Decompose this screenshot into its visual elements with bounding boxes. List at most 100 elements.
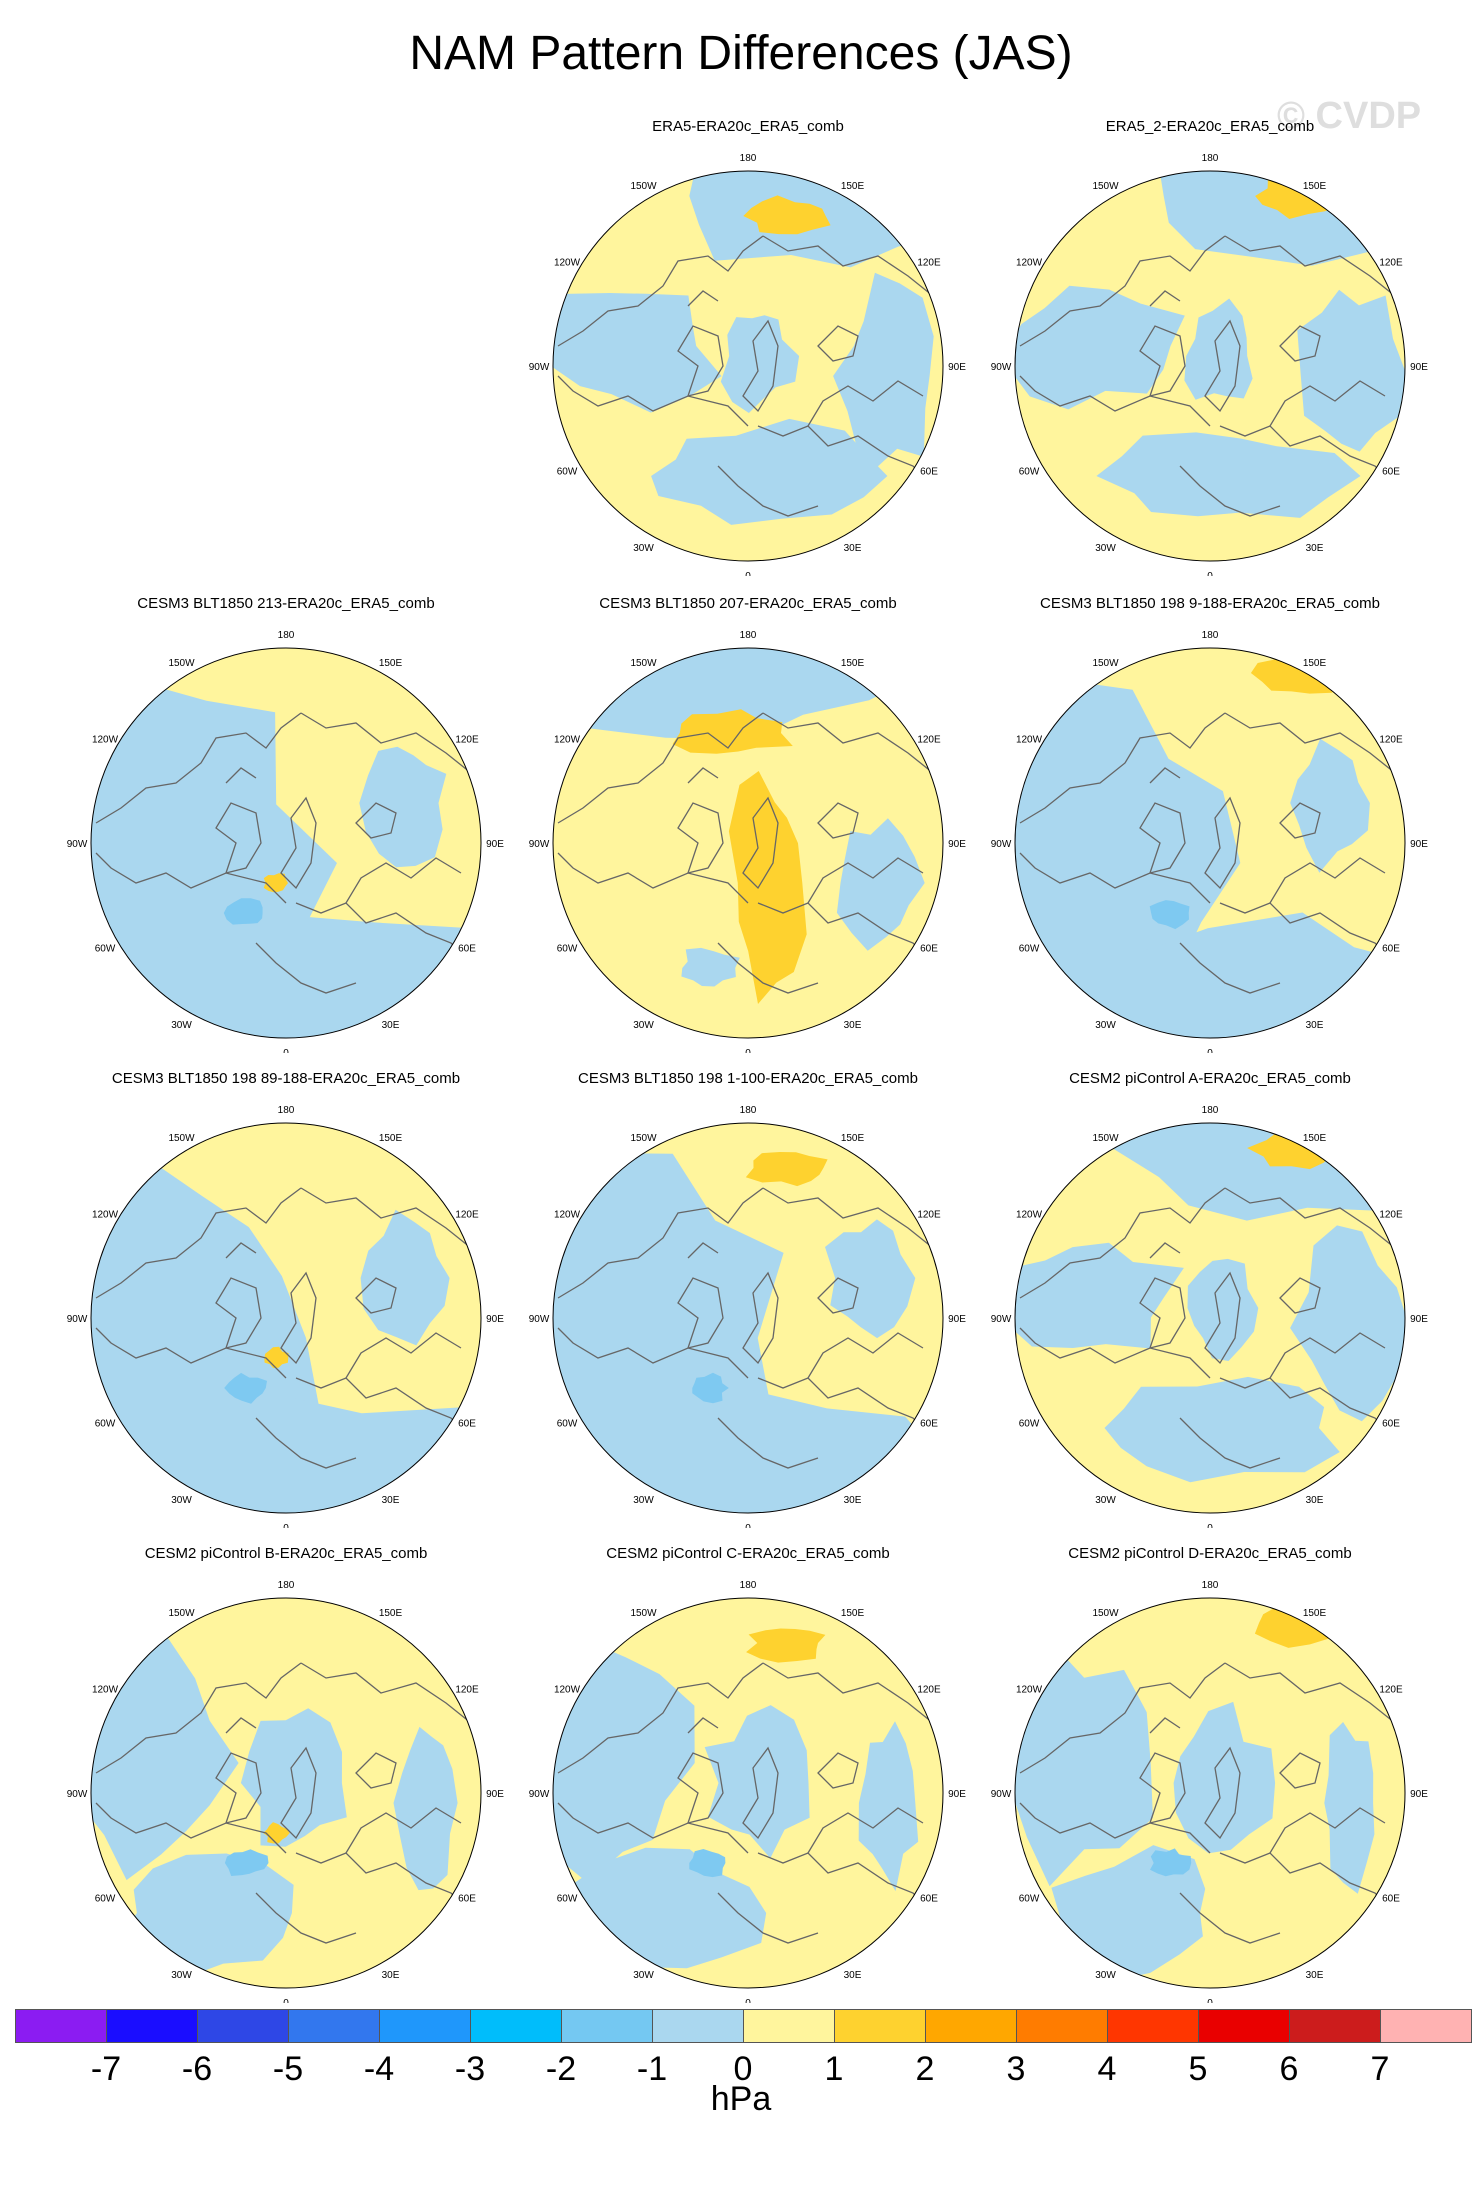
colorbar-tick-label: 4 [1097,2050,1117,2088]
longitude-label: 60E [1382,467,1400,478]
polar-map: 180 150E 120E 90E 60E 30E 0 30W 60W 90W 120W 150W [67,1580,505,2003]
longitude-label: 0 [283,1048,289,1053]
panel-title: CESM3 BLT1850 198 89-188-ERA20c_ERA5_com… [111,1070,461,1087]
longitude-label: 60E [458,1419,476,1430]
map-panel: CESM2 piControl B-ERA20c_ERA5_comb 180 150… [66,1545,506,2005]
colorbar-swatch [925,2009,1017,2043]
longitude-label: 150W [168,1608,195,1619]
map-panel: CESM2 piControl A-ERA20c_ERA5_comb 180 150… [990,1070,1430,1530]
longitude-label: 180 [278,1105,295,1116]
longitude-label: 60W [95,1894,116,1905]
panel-title: CESM2 piControl C-ERA20c_ERA5_comb [606,1545,890,1562]
polar-map: 180 150E 120E 90E 60E 30E 0 30W 60W 90W 120W 150W [991,1105,1429,1528]
longitude-label: 180 [740,1580,757,1591]
longitude-label: 150E [379,1608,403,1619]
map-panel: ERA5-ERA20c_ERA5_comb 180 150E 120E 90E 60E 30… [528,118,968,578]
map-panel: CESM3 BLT1850 198 9-188-ERA20c_ERA5_comb… [990,595,1430,1055]
longitude-label: 90W [991,1789,1012,1800]
longitude-label: 60W [95,1419,116,1430]
longitude-label: 150E [379,1133,403,1144]
longitude-label: 0 [1207,1048,1213,1053]
colorbar-swatch [1380,2009,1472,2043]
longitude-label: 180 [278,1580,295,1591]
map-panel: CESM3 BLT1850 207-ERA20c_ERA5_comb 180 150… [528,595,968,1055]
longitude-label: 90W [67,839,88,850]
longitude-label: 180 [740,153,757,164]
longitude-label: 60E [1382,1419,1400,1430]
colorbar-tick-label: -5 [272,2050,304,2088]
polar-map: 180 150E 120E 90E 60E 30E 0 30W 60W 90W 120W 150W [991,630,1429,1053]
longitude-label: 150W [1092,181,1119,192]
colorbar-tick-label: -1 [636,2050,668,2088]
polar-map: 180 150E 120E 90E 60E 30E 0 30W 60W 90W 120W 150W [529,1580,967,2003]
longitude-label: 60E [1382,944,1400,955]
longitude-label: 150E [1303,1608,1327,1619]
longitude-label: 30W [171,1020,192,1031]
longitude-label: 120W [554,258,581,269]
longitude-label: 120W [1016,1685,1043,1696]
colorbar-swatch [470,2009,562,2043]
longitude-label: 30E [382,1495,400,1506]
longitude-label: 150W [168,1133,195,1144]
panel-title: CESM3 BLT1850 207-ERA20c_ERA5_comb [599,595,897,612]
longitude-label: 60E [920,1894,938,1905]
longitude-label: 150W [630,1133,657,1144]
longitude-label: 150W [1092,1608,1119,1619]
colorbar-swatch [197,2009,289,2043]
map-panel: ERA5_2-ERA20c_ERA5_comb 180 150E 120E 90E 60E… [990,118,1430,578]
longitude-label: 0 [745,1523,751,1528]
longitude-label: 60W [1019,467,1040,478]
longitude-label: 180 [1202,630,1219,641]
longitude-label: 120E [1379,258,1403,269]
map-panel: CESM3 BLT1850 198 1-100-ERA20c_ERA5_comb… [528,1070,968,1530]
colorbar: -7 -6 -5 -4 -3 -2 -1 0 1 2 3 4 5 6 7 [15,2009,1472,2087]
longitude-label: 120E [1379,1210,1403,1221]
colorbar-swatch [1289,2009,1381,2043]
polar-map: 180 150E 120E 90E 60E 30E 0 30W 60W 90W 120W 150W [67,630,505,1053]
longitude-label: 30W [1095,1020,1116,1031]
longitude-label: 150E [841,1608,865,1619]
longitude-label: 90E [486,839,504,850]
longitude-label: 150E [841,1133,865,1144]
panel-title: CESM2 piControl D-ERA20c_ERA5_comb [1068,1545,1352,1562]
panel-title: CESM3 BLT1850 213-ERA20c_ERA5_comb [137,595,435,612]
longitude-label: 120E [917,1210,941,1221]
longitude-label: 120W [92,1210,119,1221]
longitude-label: 0 [1207,1523,1213,1528]
longitude-label: 120W [1016,735,1043,746]
longitude-label: 120E [455,1210,479,1221]
longitude-label: 180 [1202,1580,1219,1591]
longitude-label: 120W [1016,1210,1043,1221]
longitude-label: 60W [557,467,578,478]
polar-map: 180 150E 120E 90E 60E 30E 0 30W 60W 90W 120W 150W [529,153,967,576]
longitude-label: 90E [948,1314,966,1325]
colorbar-units: hPa [710,2080,772,2118]
colorbar-swatch [743,2009,835,2043]
longitude-label: 150W [1092,1133,1119,1144]
colorbar-swatch [1198,2009,1290,2043]
colorbar-tick-label: 3 [1006,2050,1026,2088]
longitude-label: 60E [920,467,938,478]
longitude-label: 30E [844,1970,862,1981]
longitude-label: 30W [633,1970,654,1981]
colorbar-swatch [15,2009,107,2043]
colorbar-swatch [652,2009,744,2043]
map-panel: CESM2 piControl D-ERA20c_ERA5_comb 180 150… [990,1545,1430,2005]
longitude-label: 60W [1019,1894,1040,1905]
longitude-label: 150W [1092,658,1119,669]
longitude-label: 150E [1303,1133,1327,1144]
longitude-label: 0 [745,1048,751,1053]
longitude-label: 90E [1410,362,1428,373]
panel-title: ERA5-ERA20c_ERA5_comb [652,118,844,135]
colorbar-tick-label: 6 [1279,2050,1299,2088]
longitude-label: 150E [841,181,865,192]
longitude-label: 120E [917,735,941,746]
longitude-label: 90W [67,1314,88,1325]
colorbar-tick-label: 5 [1188,2050,1208,2088]
longitude-label: 30W [633,543,654,554]
longitude-label: 180 [1202,153,1219,164]
longitude-label: 120W [92,735,119,746]
colorbar-swatch [106,2009,198,2043]
polar-map: 180 150E 120E 90E 60E 30E 0 30W 60W 90W 120W 150W [991,1580,1429,2003]
longitude-label: 0 [745,571,751,576]
